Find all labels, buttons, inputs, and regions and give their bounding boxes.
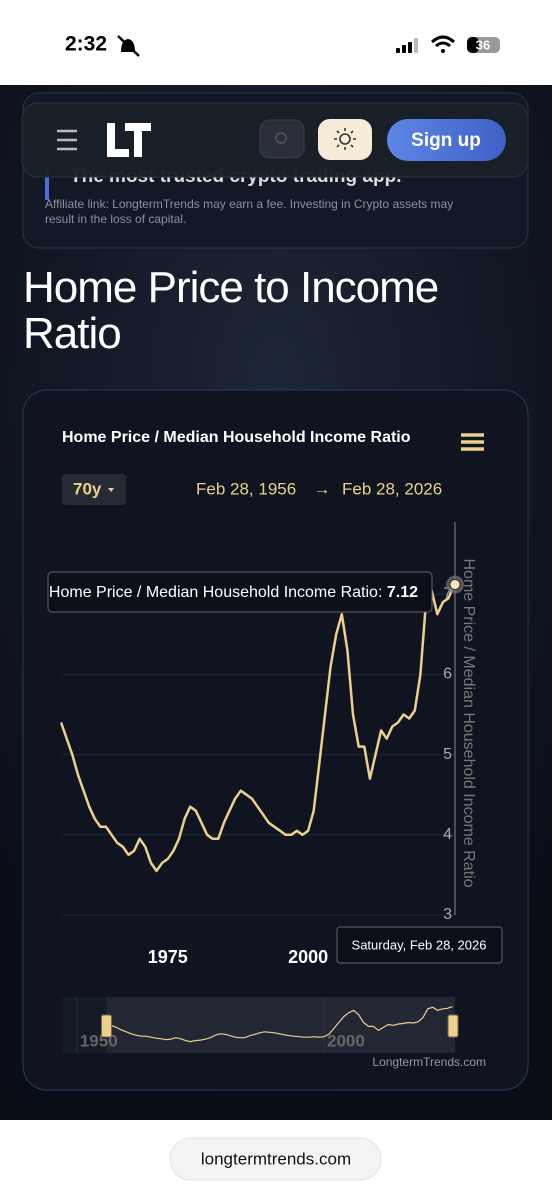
hover-point bbox=[449, 579, 461, 591]
date-arrow: → bbox=[314, 479, 331, 498]
range-button[interactable] bbox=[62, 474, 126, 505]
status-bar bbox=[0, 0, 552, 85]
plot: 34567197520002025Home Price / Median Hou… bbox=[47, 522, 503, 1053]
battery-level bbox=[467, 37, 479, 53]
navigator-handle[interactable] bbox=[447, 1014, 459, 1038]
line bbox=[59, 584, 456, 873]
tooltip-value: 7.12 bbox=[387, 584, 418, 601]
ad-disclaimer: Affiliate link: LongtermTrends may earn … bbox=[45, 197, 454, 226]
ad-accent bbox=[45, 168, 49, 200]
date-from[interactable]: Feb 28, 1956 bbox=[196, 479, 296, 498]
y-tick-label: 3 bbox=[443, 906, 452, 923]
menu-button[interactable] bbox=[57, 129, 77, 151]
mute-icon bbox=[117, 35, 140, 57]
credits: LongtermTrends.com bbox=[372, 1055, 486, 1069]
y-tick-label: 5 bbox=[443, 746, 452, 763]
tooltip-label: Home Price / Median Household Income Rat… bbox=[49, 584, 383, 601]
clock: 2:32 bbox=[65, 33, 107, 56]
tooltip bbox=[47, 571, 433, 613]
url: longtermtrends.com bbox=[201, 1149, 351, 1168]
range-label: 70y bbox=[73, 479, 102, 498]
logo[interactable] bbox=[107, 123, 151, 157]
signal-icon bbox=[396, 38, 418, 53]
y-tick-label: 6 bbox=[443, 666, 452, 683]
signup-label: Sign up bbox=[411, 130, 481, 151]
theme-button[interactable] bbox=[318, 119, 372, 160]
url-pill[interactable] bbox=[169, 1137, 382, 1181]
navigator-line bbox=[106, 1006, 453, 1043]
navigator-tick-label: 2000 bbox=[327, 1031, 365, 1050]
x-tick-label: 1975 bbox=[148, 947, 188, 967]
navigator-handle[interactable] bbox=[100, 1014, 112, 1038]
tooltip-text: Home Price / Median Household Income Rat… bbox=[49, 584, 418, 601]
chart-title: Home Price / Median Household Income Rat… bbox=[62, 429, 411, 446]
x-tick-label: 2000 bbox=[288, 947, 328, 967]
y-axis-label: Home Price / Median Household Income Rat… bbox=[460, 558, 477, 887]
wifi-icon bbox=[430, 35, 456, 53]
navigator-window bbox=[106, 997, 455, 1053]
y-tick-label: 4 bbox=[443, 826, 452, 843]
search-icon bbox=[275, 132, 287, 144]
date-tooltip bbox=[336, 926, 503, 964]
date-to[interactable]: Feb 28, 2026 bbox=[342, 479, 442, 498]
battery-percent: 36 bbox=[476, 37, 490, 52]
chart-menu[interactable] bbox=[461, 433, 484, 451]
page-title: Home Price to Income Ratio bbox=[23, 263, 439, 358]
date-tooltip-text: Saturday, Feb 28, 2026 bbox=[352, 937, 487, 952]
signup-button[interactable] bbox=[387, 119, 506, 161]
range-caret bbox=[108, 488, 114, 492]
y-tick-label: 7 bbox=[443, 585, 452, 602]
sun-icon bbox=[334, 128, 356, 150]
search-button[interactable] bbox=[259, 119, 305, 159]
